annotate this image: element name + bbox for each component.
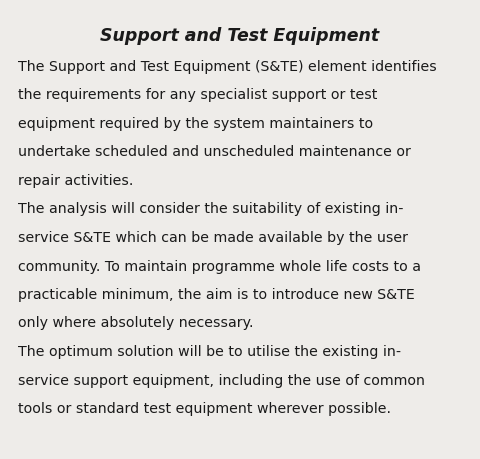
Text: Support and Test Equipment: Support and Test Equipment [100,27,380,45]
Text: service support equipment, including the use of common: service support equipment, including the… [18,374,425,387]
Text: The Support and Test Equipment (S&TE) element identifies: The Support and Test Equipment (S&TE) el… [18,60,437,74]
Text: the requirements for any specialist support or test: the requirements for any specialist supp… [18,89,377,102]
Text: community. To maintain programme whole life costs to a: community. To maintain programme whole l… [18,259,421,274]
Text: practicable minimum, the aim is to introduce new S&TE: practicable minimum, the aim is to intro… [18,288,415,302]
Text: undertake scheduled and unscheduled maintenance or: undertake scheduled and unscheduled main… [18,146,411,159]
Text: equipment required by the system maintainers to: equipment required by the system maintai… [18,117,373,131]
Text: tools or standard test equipment wherever possible.: tools or standard test equipment whereve… [18,402,391,416]
Text: only where absolutely necessary.: only where absolutely necessary. [18,317,253,330]
Text: The analysis will consider the suitability of existing in-: The analysis will consider the suitabili… [18,202,404,217]
Text: repair activities.: repair activities. [18,174,133,188]
Text: service S&TE which can be made available by the user: service S&TE which can be made available… [18,231,408,245]
Text: The optimum solution will be to utilise the existing in-: The optimum solution will be to utilise … [18,345,401,359]
